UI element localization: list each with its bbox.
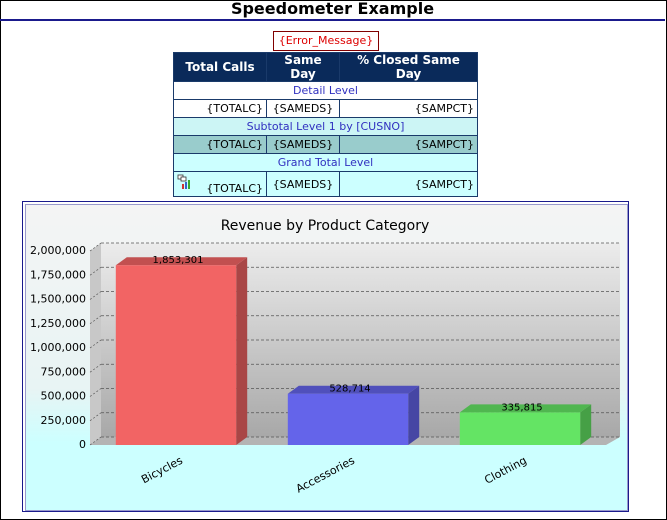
bar-top [115, 257, 248, 266]
bar [115, 265, 237, 445]
x-tick-label: Bicycles [139, 454, 185, 487]
summary-table: Total Calls Same Day % Closed Same Day D… [173, 52, 478, 197]
error-message: {Error_Message} [273, 31, 379, 51]
side-wall [90, 243, 101, 445]
cell-text: {TOTALC} [206, 181, 263, 195]
cell: {SAMEDS} [266, 135, 340, 154]
data-row: {TOTALC} {SAMEDS} {SAMPCT} [173, 171, 478, 197]
page-title: Speedometer Example [230, 0, 435, 18]
y-tick-label: 2,000,000 [30, 244, 86, 257]
cell: {TOTALC} [173, 171, 267, 197]
y-tick-label: 0 [79, 438, 86, 451]
x-tick-label: Accessories [294, 454, 357, 496]
cell: {TOTALC} [173, 99, 267, 118]
y-tick-label: 1,250,000 [30, 317, 86, 330]
y-tick-label: 500,000 [41, 390, 87, 403]
bar-side [236, 257, 248, 445]
column-header: % Closed Same Day [339, 52, 478, 82]
bar-top [287, 385, 420, 394]
y-tick-label: 750,000 [41, 365, 87, 378]
y-tick-label: 250,000 [41, 414, 87, 427]
chart-icon[interactable] [177, 174, 193, 190]
bar-top [459, 404, 592, 413]
bar-side [408, 385, 420, 445]
header-row: Total Calls Same Day % Closed Same Day [173, 52, 478, 82]
x-tick-label: Clothing [482, 454, 529, 487]
bar-side [580, 404, 592, 445]
chart-frame [22, 201, 629, 512]
y-tick-label: 1,000,000 [30, 341, 86, 354]
value-label: 335,815 [501, 402, 542, 413]
section-row: Subtotal Level 1 by [CUSNO] [173, 117, 478, 136]
cell: {SAMEDS} [266, 171, 340, 197]
bar [287, 393, 409, 445]
title-rule [0, 19, 665, 21]
y-tick-label: 1,500,000 [30, 293, 86, 306]
section-label: Subtotal Level 1 by [CUSNO] [173, 117, 478, 136]
value-label: 528,714 [329, 384, 370, 395]
value-label: 1,853,301 [153, 255, 204, 266]
cell: {SAMPCT} [339, 171, 478, 197]
y-tick-label: 1,750,000 [30, 268, 86, 281]
cell: {SAMPCT} [339, 99, 478, 118]
bar [459, 412, 581, 445]
column-header: Same Day [266, 52, 340, 82]
chart-title: Revenue by Product Category [221, 218, 430, 234]
